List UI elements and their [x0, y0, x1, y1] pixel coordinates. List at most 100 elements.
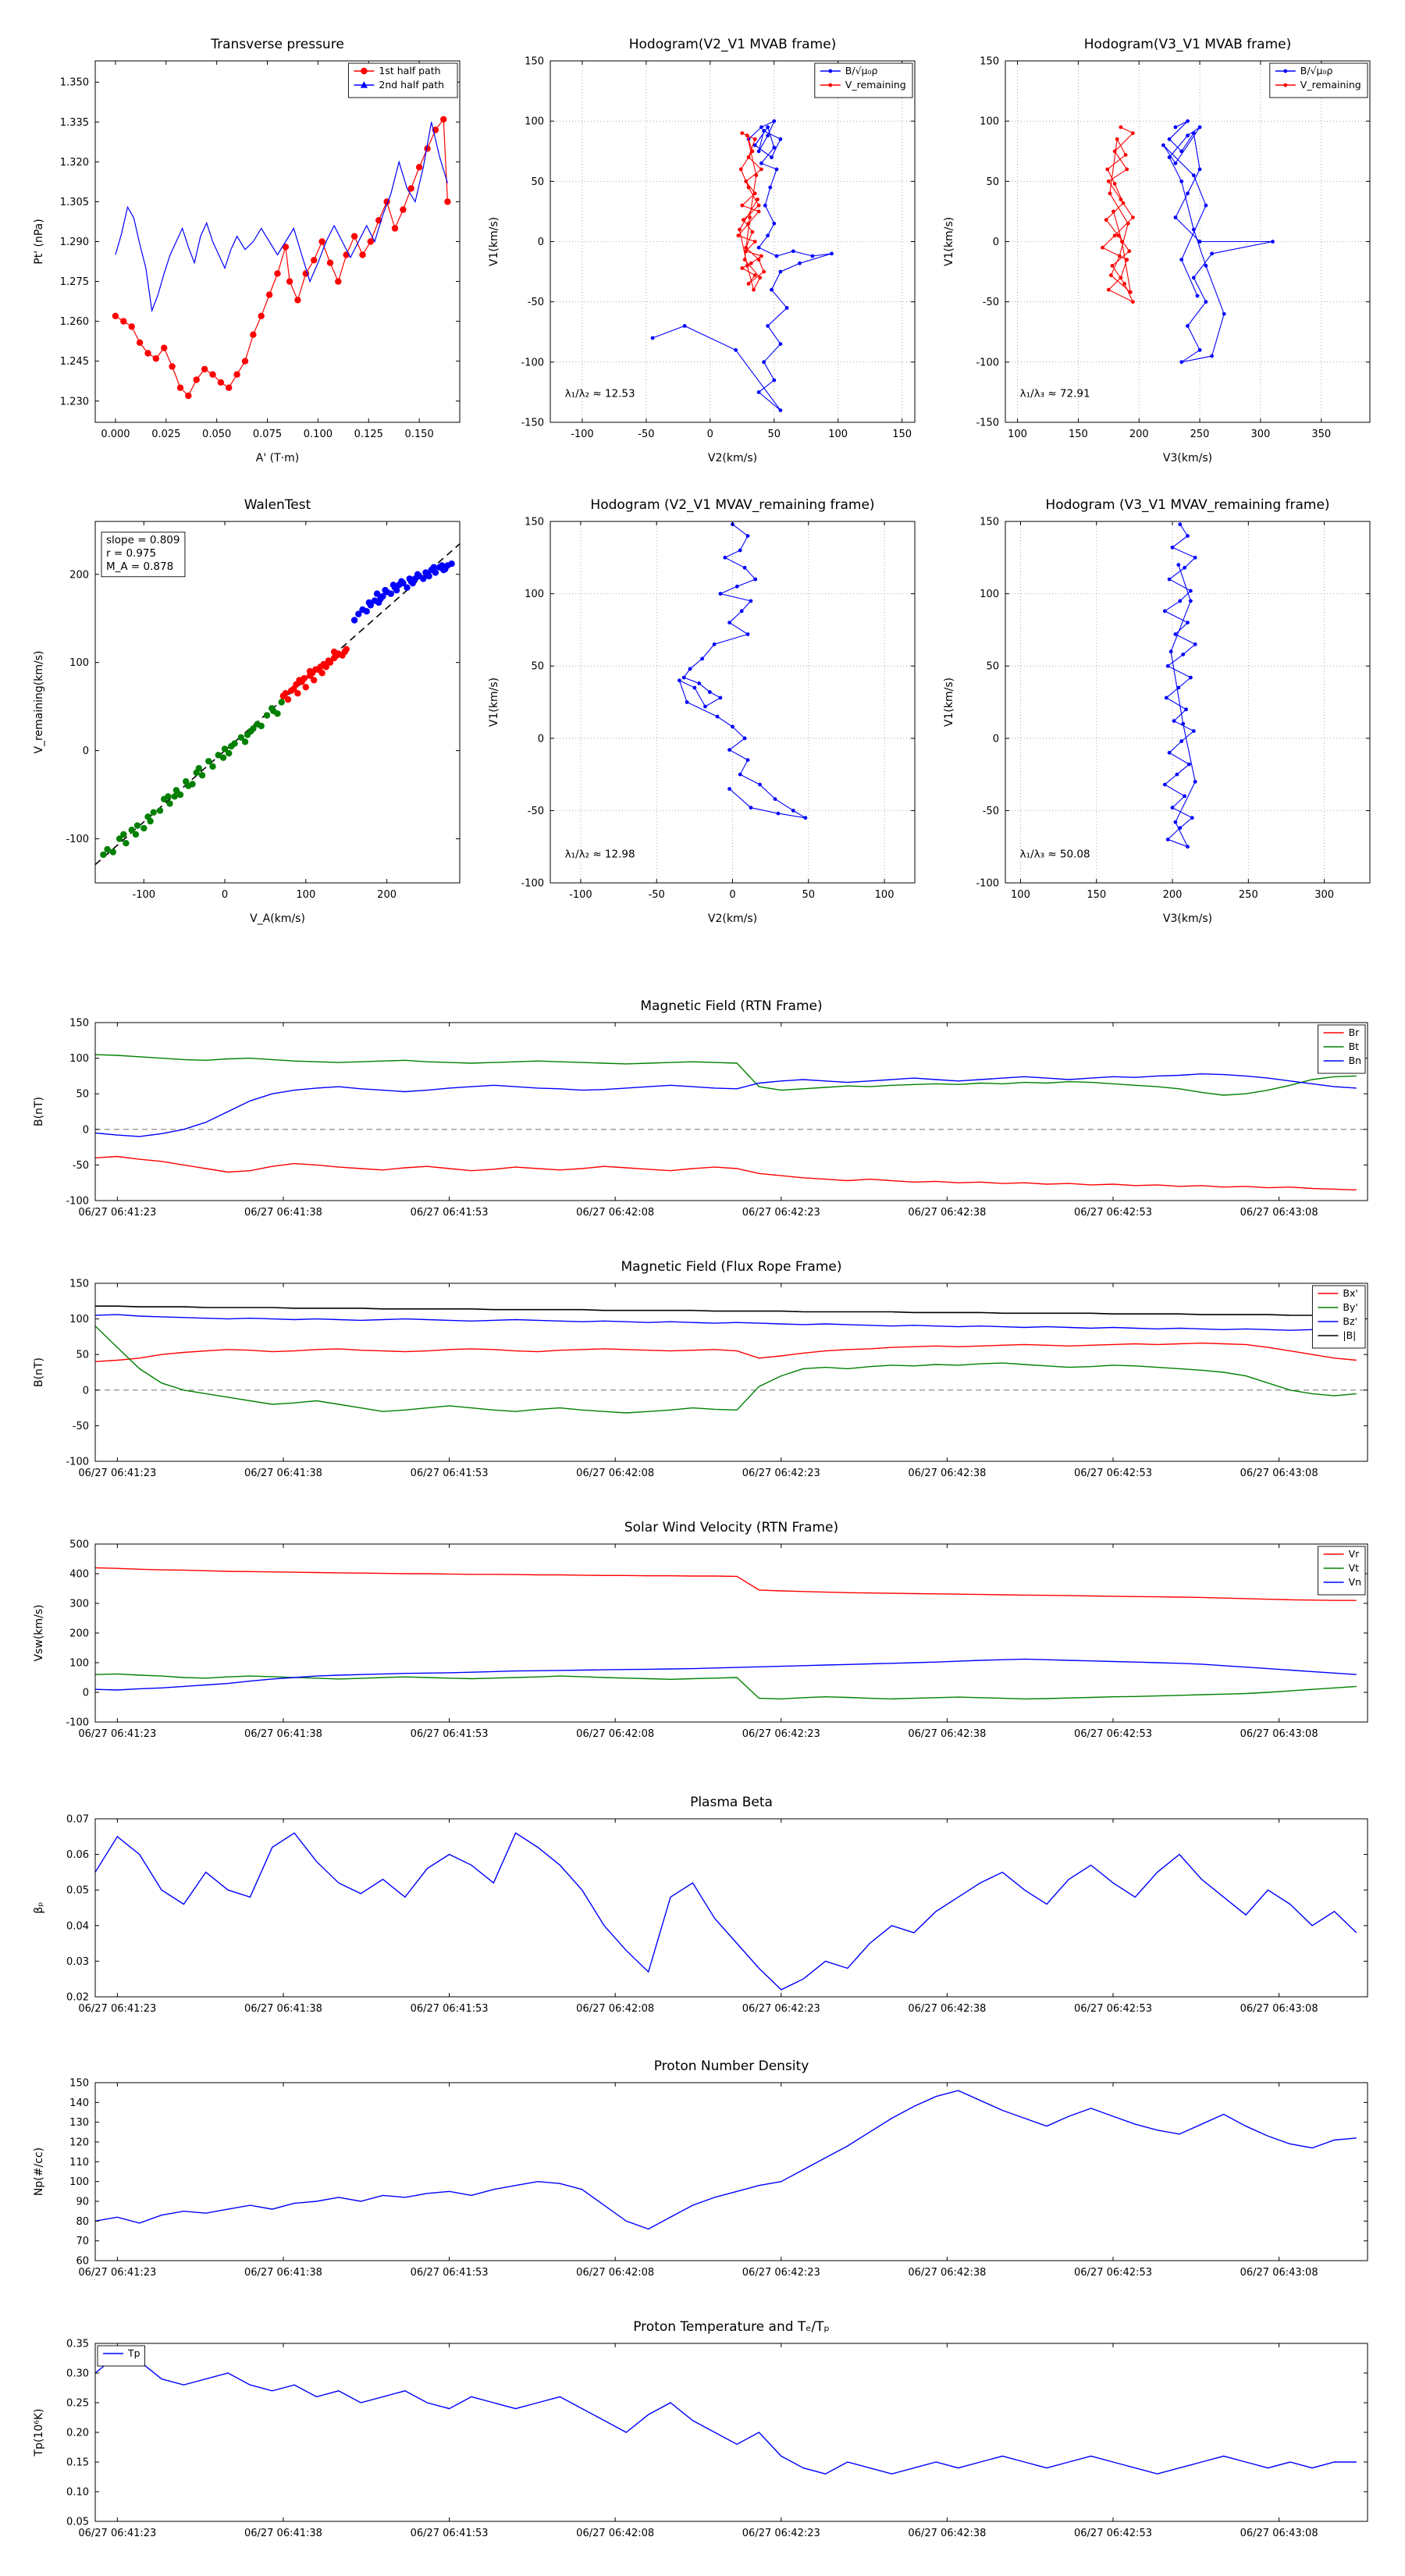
svg-text:06/27 06:42:38: 06/27 06:42:38: [908, 2528, 986, 2539]
svg-text:100: 100: [980, 116, 999, 128]
svg-text:300: 300: [69, 1599, 89, 1610]
svg-text:350: 350: [1311, 429, 1331, 440]
svg-text:70: 70: [76, 2236, 89, 2247]
svg-text:0: 0: [729, 889, 735, 901]
svg-text:1.290: 1.290: [60, 237, 89, 248]
svg-text:06/27 06:41:38: 06/27 06:41:38: [244, 2003, 322, 2015]
svg-text:06/27 06:42:38: 06/27 06:42:38: [908, 1728, 986, 1740]
svg-text:V_remaining(km/s): V_remaining(km/s): [33, 651, 45, 754]
svg-text:0: 0: [707, 429, 713, 440]
svg-text:120: 120: [69, 2137, 89, 2149]
svg-text:1.230: 1.230: [60, 396, 89, 407]
svg-text:100: 100: [828, 429, 848, 440]
hodogram-v2v1-mvav-chart: -100 -50 0 50 100 -100 -50 0 50 100 150 Hodogram (V…: [478, 482, 926, 931]
svg-text:V2(km/s): V2(km/s): [708, 452, 757, 464]
svg-text:-100: -100: [521, 878, 544, 890]
svg-text:Tp: Tp: [127, 2347, 140, 2359]
svg-text:06/27 06:41:23: 06/27 06:41:23: [78, 2267, 156, 2279]
svg-text:06/27 06:42:38: 06/27 06:42:38: [908, 2267, 986, 2279]
svg-text:Bn: Bn: [1349, 1055, 1362, 1066]
svg-text:06/27 06:41:23: 06/27 06:41:23: [78, 1207, 156, 1219]
svg-text:06/27 06:42:23: 06/27 06:42:23: [742, 1468, 820, 1479]
svg-text:-50: -50: [983, 297, 999, 308]
svg-text:0.35: 0.35: [66, 2339, 89, 2350]
svg-text:V3(km/s): V3(km/s): [1163, 913, 1212, 925]
svg-text:-50: -50: [73, 1160, 89, 1172]
svg-text:Hodogram(V3_V1 MVAB frame): Hodogram(V3_V1 MVAB frame): [1084, 37, 1292, 52]
svg-text:0.03: 0.03: [66, 1956, 89, 1968]
svg-text:150: 150: [980, 56, 999, 68]
svg-text:06/27 06:41:53: 06/27 06:41:53: [411, 2267, 489, 2279]
svg-text:0: 0: [83, 1124, 89, 1136]
svg-text:200: 200: [1129, 429, 1149, 440]
svg-text:06/27 06:42:53: 06/27 06:42:53: [1074, 2528, 1152, 2539]
svg-text:06/27 06:42:23: 06/27 06:42:23: [742, 2528, 820, 2539]
svg-text:100: 100: [980, 589, 999, 600]
svg-text:Vn: Vn: [1349, 1576, 1361, 1588]
svg-text:06/27 06:41:23: 06/27 06:41:23: [78, 2003, 156, 2015]
svg-text:1st half path: 1st half path: [379, 65, 440, 76]
svg-text:1.320: 1.320: [60, 157, 89, 169]
svg-text:V2(km/s): V2(km/s): [708, 913, 757, 925]
svg-text:200: 200: [1163, 889, 1183, 901]
svg-text:V1(km/s): V1(km/s): [943, 217, 955, 266]
svg-text:0.30: 0.30: [66, 2368, 89, 2380]
svg-text:06/27 06:41:38: 06/27 06:41:38: [244, 2528, 322, 2539]
svg-text:0: 0: [83, 745, 89, 757]
svg-text:06/27 06:42:38: 06/27 06:42:38: [908, 1468, 986, 1479]
svg-text:-100: -100: [66, 834, 89, 845]
svg-text:06/27 06:42:23: 06/27 06:42:23: [742, 1207, 820, 1219]
proton-temperature-chart: 06/27 06:41:23 06/27 06:41:38 06/27 06:41:…: [23, 2311, 1382, 2559]
svg-text:0.05: 0.05: [66, 2517, 89, 2528]
svg-text:βₚ: βₚ: [33, 1902, 45, 1914]
svg-text:06/27 06:43:08: 06/27 06:43:08: [1240, 2267, 1318, 2279]
svg-text:100: 100: [525, 589, 544, 600]
svg-text:1.275: 1.275: [60, 276, 89, 288]
svg-text:150: 150: [892, 429, 912, 440]
svg-text:-100: -100: [976, 878, 999, 890]
svg-text:Magnetic Field (Flux Rope Fram: Magnetic Field (Flux Rope Frame): [621, 1259, 842, 1275]
svg-text:50: 50: [767, 429, 781, 440]
svg-text:100: 100: [69, 2176, 89, 2188]
svg-text:Solar Wind Velocity (RTN Frame: Solar Wind Velocity (RTN Frame): [624, 1520, 838, 1535]
svg-text:130: 130: [69, 2117, 89, 2129]
svg-text:V_A(km/s): V_A(km/s): [250, 913, 305, 925]
svg-text:-50: -50: [649, 889, 665, 901]
svg-text:B(nT): B(nT): [33, 1097, 45, 1126]
svg-text:06/27 06:41:23: 06/27 06:41:23: [78, 1728, 156, 1740]
svg-text:60: 60: [76, 2256, 89, 2268]
svg-text:0: 0: [83, 1385, 89, 1397]
svg-text:-100: -100: [66, 1196, 89, 1208]
svg-text:100: 100: [525, 116, 544, 128]
svg-text:2nd half path: 2nd half path: [379, 79, 444, 91]
svg-text:0.025: 0.025: [151, 429, 180, 440]
svg-text:0.125: 0.125: [354, 429, 383, 440]
svg-text:100: 100: [1008, 429, 1027, 440]
svg-text:100: 100: [1011, 889, 1030, 901]
svg-text:250: 250: [1239, 889, 1258, 901]
svg-text:Hodogram (V2_V1 MVAV_remaining: Hodogram (V2_V1 MVAV_remaining frame): [590, 497, 874, 513]
svg-text:100: 100: [69, 1658, 89, 1670]
svg-text:-150: -150: [521, 418, 544, 429]
plasma-beta-chart: 06/27 06:41:23 06/27 06:41:38 06/27 06:41:…: [23, 1786, 1382, 2034]
svg-text:Hodogram (V3_V1 MVAV_remaining: Hodogram (V3_V1 MVAV_remaining frame): [1045, 497, 1329, 513]
svg-text:50: 50: [76, 1350, 89, 1361]
svg-text:0.05: 0.05: [66, 1885, 89, 1897]
svg-text:250: 250: [1190, 429, 1210, 440]
svg-text:|B|: |B|: [1343, 1329, 1356, 1341]
svg-text:Transverse pressure: Transverse pressure: [210, 37, 344, 52]
svg-text:-50: -50: [528, 806, 544, 817]
svg-text:300: 300: [1314, 889, 1334, 901]
svg-text:Br: Br: [1349, 1026, 1361, 1038]
svg-text:1.335: 1.335: [60, 117, 89, 129]
svg-text:Tp(10⁶K): Tp(10⁶K): [33, 2409, 45, 2457]
svg-text:100: 100: [875, 889, 895, 901]
svg-text:-100: -100: [571, 429, 594, 440]
svg-text:0.04: 0.04: [66, 1920, 89, 1932]
svg-text:Plasma Beta: Plasma Beta: [690, 1795, 773, 1810]
svg-text:-100: -100: [569, 889, 592, 901]
svg-text:Vsw(km/s): Vsw(km/s): [33, 1604, 45, 1661]
svg-text:Hodogram(V2_V1 MVAB frame): Hodogram(V2_V1 MVAB frame): [629, 37, 837, 52]
solar-wind-velocity-chart: 06/27 06:41:23 06/27 06:41:38 06/27 06:41:…: [23, 1511, 1382, 1759]
